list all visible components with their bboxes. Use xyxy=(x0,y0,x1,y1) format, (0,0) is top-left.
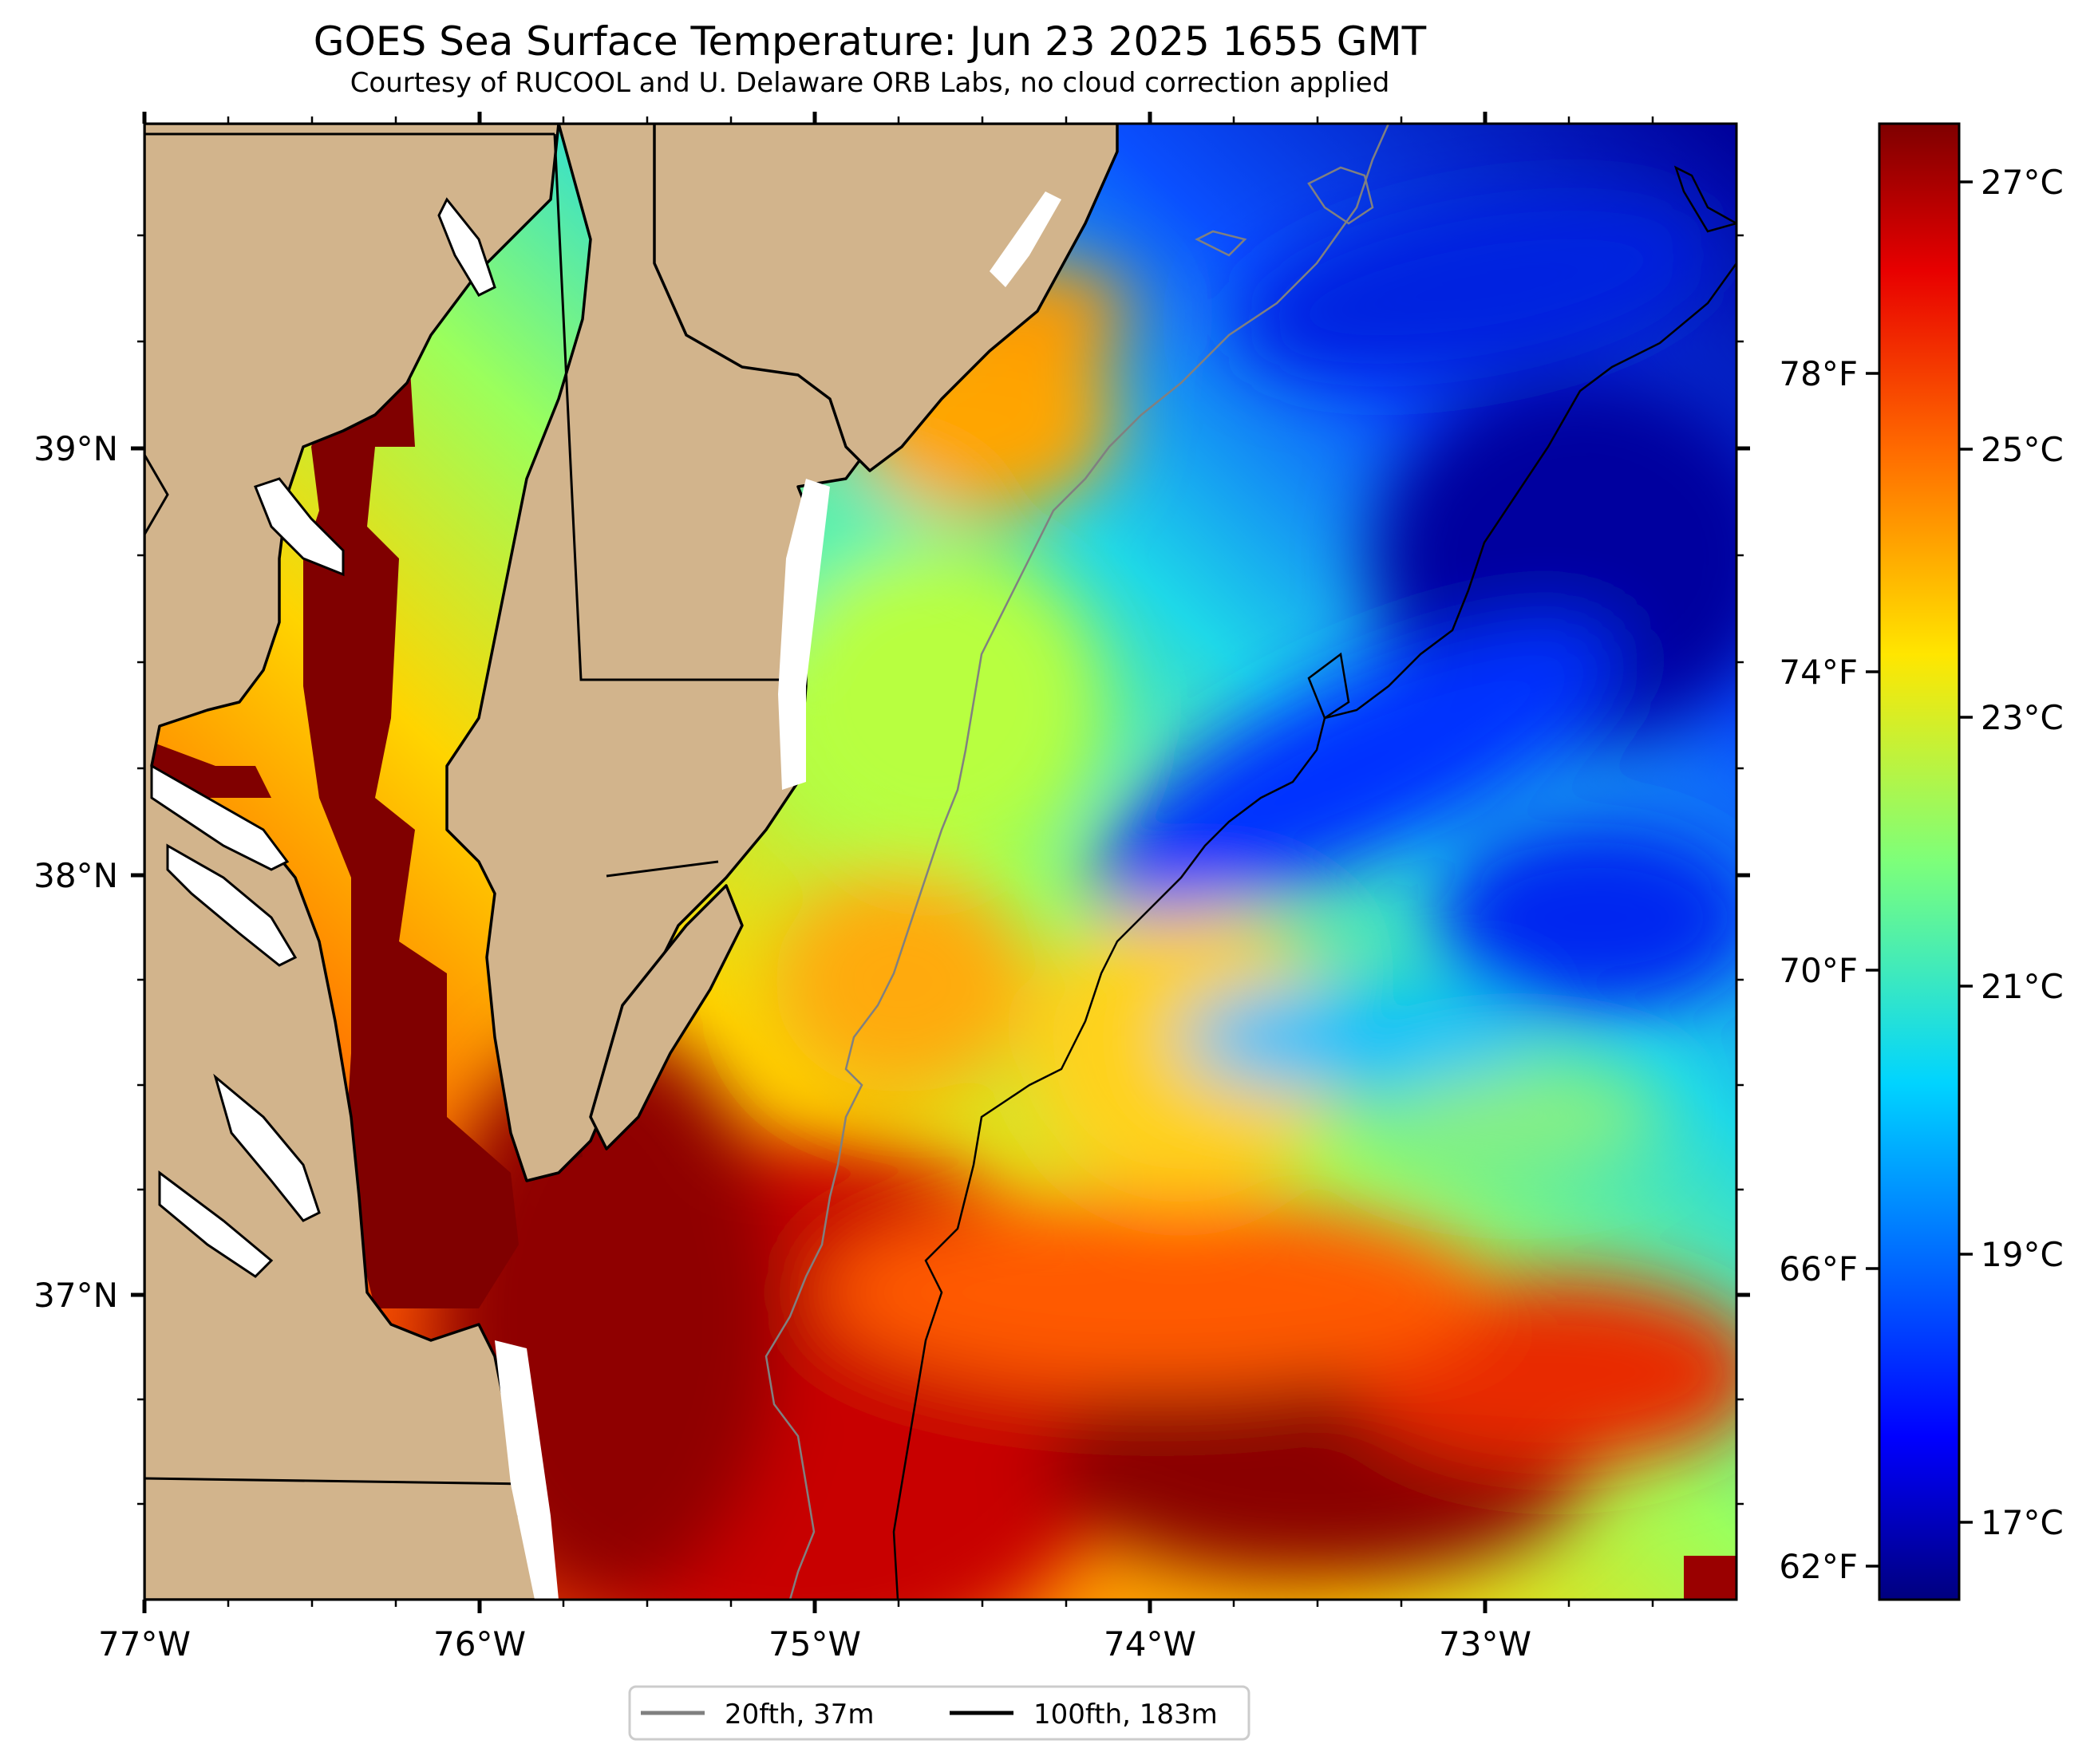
coastal-no-data xyxy=(495,191,1061,1600)
colorbar-f-label: 74°F xyxy=(1779,653,1858,692)
colorbar-c-label: 23°C xyxy=(1981,698,2064,737)
y-tick-label: 37°N xyxy=(34,1276,118,1315)
colorbar-f-label: 70°F xyxy=(1779,951,1858,990)
map-title: GOES Sea Surface Temperature: Jun 23 202… xyxy=(313,18,1427,65)
colorbar-gradient xyxy=(1878,122,1961,1601)
map-ticks xyxy=(131,112,1750,1613)
colorbar-f-label: 78°F xyxy=(1779,354,1858,393)
map-subtitle: Courtesy of RUCOOL and U. Delaware ORB L… xyxy=(350,67,1390,99)
rivers xyxy=(150,197,496,1278)
colorbar-f-label: 66°F xyxy=(1779,1249,1858,1288)
map-area xyxy=(144,124,1736,1600)
map-frame xyxy=(143,122,1738,1601)
x-tick-label: 74°W xyxy=(1104,1624,1196,1663)
colorbar-f-ticks xyxy=(1866,372,1879,1568)
land-cape-may xyxy=(653,124,1119,472)
colorbar-c-label: 27°C xyxy=(1981,163,2064,202)
colorbar-c-label: 19°C xyxy=(1981,1235,2064,1274)
x-tick-labels: 77°W 76°W 75°W 74°W 73°W xyxy=(98,1624,1531,1663)
y-tick-label: 39°N xyxy=(34,429,118,468)
x-tick-label: 77°W xyxy=(98,1624,191,1663)
colorbar-c-label: 17°C xyxy=(1981,1503,2064,1542)
legend-label-20fth: 20fth, 37m xyxy=(725,1699,875,1730)
legend: 20fth, 37m 100fth, 183m xyxy=(628,1685,1250,1741)
colorbar: 27°C 25°C 23°C 21°C 19°C 17°C 78°F 74°F … xyxy=(1779,122,2064,1601)
y-tick-labels: 39°N 38°N 37°N xyxy=(34,429,118,1315)
legend-label-100fth: 100fth, 183m xyxy=(1033,1699,1218,1730)
colorbar-c-label: 21°C xyxy=(1981,967,2064,1006)
x-tick-label: 73°W xyxy=(1439,1624,1531,1663)
map-minor-ticks xyxy=(137,116,1744,1607)
x-tick-label: 76°W xyxy=(433,1624,526,1663)
state-borders xyxy=(144,132,802,1486)
y-tick-label: 38°N xyxy=(34,856,118,895)
colorbar-f-label: 62°F xyxy=(1779,1547,1858,1586)
isobath-20fth xyxy=(764,124,1390,1600)
colorbar-c-ticks xyxy=(1959,180,1973,1524)
isobath-100fth xyxy=(892,165,1736,1600)
colorbar-c-label: 25°C xyxy=(1981,430,2064,469)
x-tick-label: 75°W xyxy=(768,1624,861,1663)
land-eastern-shore-va xyxy=(589,884,744,1150)
